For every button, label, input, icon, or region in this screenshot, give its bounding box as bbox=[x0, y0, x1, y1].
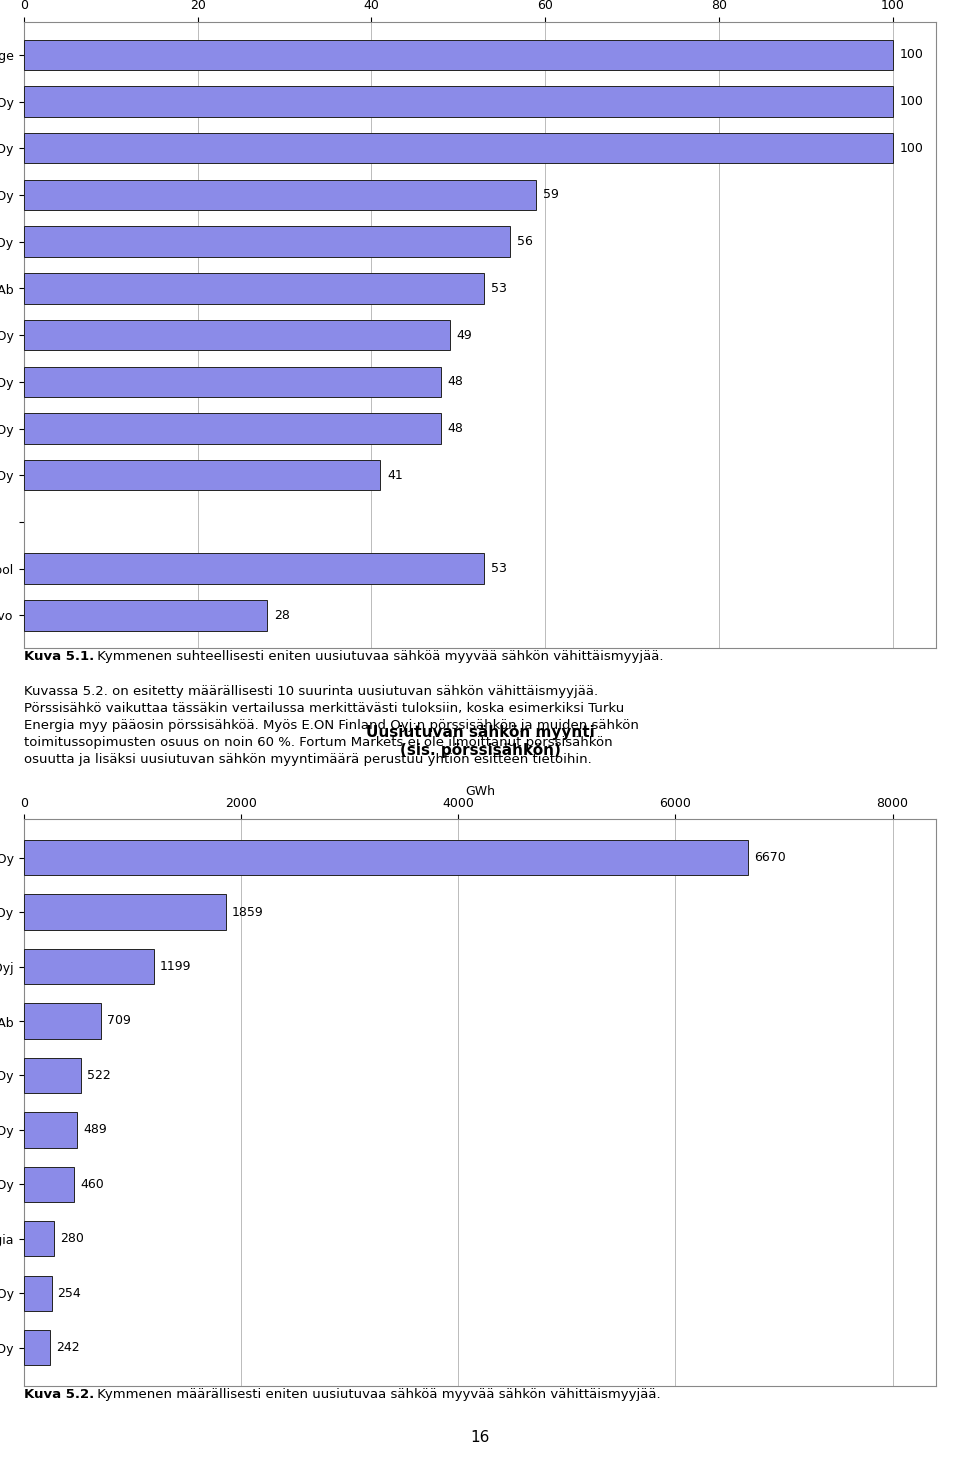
Text: 48: 48 bbox=[448, 422, 464, 435]
Text: 280: 280 bbox=[60, 1232, 84, 1245]
Bar bbox=[24, 600, 267, 630]
Text: 56: 56 bbox=[517, 235, 533, 248]
Bar bbox=[24, 1276, 52, 1311]
Text: Kymmenen määrällisesti eniten uusiutuvaa sähköä myyvää sähkön vähittäismyyjää.: Kymmenen määrällisesti eniten uusiutuvaa… bbox=[93, 1388, 660, 1401]
Bar bbox=[24, 894, 226, 929]
Bar bbox=[24, 839, 748, 875]
Text: 28: 28 bbox=[275, 609, 290, 622]
Text: 49: 49 bbox=[457, 329, 472, 342]
Text: 6670: 6670 bbox=[755, 851, 786, 864]
Text: 16: 16 bbox=[470, 1431, 490, 1446]
Text: 59: 59 bbox=[543, 189, 560, 202]
Text: 522: 522 bbox=[86, 1069, 110, 1081]
Bar bbox=[24, 87, 893, 117]
Bar bbox=[24, 320, 449, 350]
Bar bbox=[24, 133, 893, 164]
Text: Kuva 5.1.: Kuva 5.1. bbox=[24, 650, 94, 662]
Bar bbox=[24, 227, 511, 257]
Text: 53: 53 bbox=[492, 562, 507, 575]
Bar bbox=[24, 367, 441, 397]
Bar bbox=[24, 1003, 101, 1038]
Title: Uusiutuvan sähkön myynti
(sis. pörssisähkön): Uusiutuvan sähkön myynti (sis. pörssisäh… bbox=[366, 726, 594, 758]
Bar bbox=[24, 948, 155, 984]
Text: 460: 460 bbox=[80, 1179, 104, 1190]
Bar bbox=[24, 553, 485, 584]
Text: 41: 41 bbox=[387, 469, 403, 482]
Bar bbox=[24, 1058, 81, 1093]
Text: 1199: 1199 bbox=[160, 960, 192, 974]
Text: 709: 709 bbox=[107, 1015, 131, 1028]
Bar bbox=[24, 1330, 50, 1366]
Text: Kuvassa 5.2. on esitetty määrällisesti 10 suurinta uusiutuvan sähkön vähittäismy: Kuvassa 5.2. on esitetty määrällisesti 1… bbox=[24, 686, 638, 767]
Bar bbox=[24, 413, 441, 444]
Bar bbox=[24, 1221, 55, 1257]
Bar bbox=[24, 180, 537, 209]
Bar bbox=[24, 460, 380, 490]
Bar bbox=[24, 273, 485, 304]
Text: 53: 53 bbox=[492, 282, 507, 295]
Text: 254: 254 bbox=[58, 1286, 82, 1299]
Bar bbox=[24, 1167, 74, 1202]
Text: 100: 100 bbox=[900, 94, 924, 108]
Text: 48: 48 bbox=[448, 375, 464, 388]
Text: Kuva 5.2.: Kuva 5.2. bbox=[24, 1388, 94, 1401]
Text: Kymmenen suhteellisesti eniten uusiutuvaa sähköä myyvää sähkön vähittäismyyjää.: Kymmenen suhteellisesti eniten uusiutuva… bbox=[93, 650, 663, 662]
X-axis label: GWh: GWh bbox=[465, 785, 495, 798]
Bar bbox=[24, 40, 893, 69]
Text: 100: 100 bbox=[900, 49, 924, 62]
Text: 242: 242 bbox=[57, 1341, 80, 1354]
Text: 1859: 1859 bbox=[231, 906, 264, 919]
Bar bbox=[24, 1112, 77, 1148]
Text: 489: 489 bbox=[84, 1124, 107, 1136]
Text: 100: 100 bbox=[900, 142, 924, 155]
